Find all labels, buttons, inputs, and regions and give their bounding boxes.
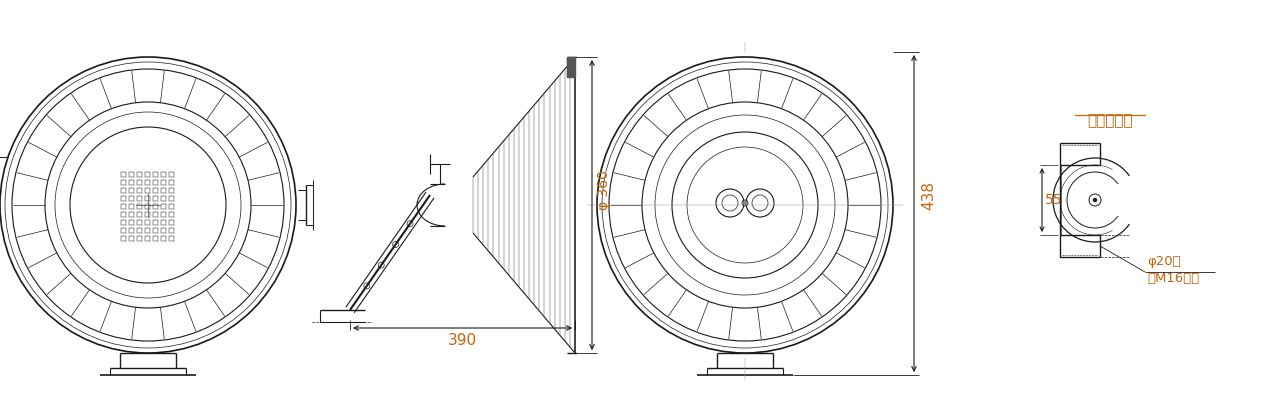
Bar [128, 228, 133, 232]
Bar [128, 220, 133, 224]
Bar [160, 180, 165, 184]
Polygon shape [567, 57, 575, 77]
Bar [137, 236, 142, 240]
Bar [169, 180, 174, 184]
Bar [128, 212, 133, 216]
Bar [145, 196, 150, 200]
Bar [152, 228, 157, 232]
Bar [169, 212, 174, 216]
Bar [145, 220, 150, 224]
Bar [169, 188, 174, 192]
Bar [128, 172, 133, 176]
Bar [145, 172, 150, 176]
Bar [137, 196, 142, 200]
Bar [145, 204, 150, 208]
Text: 438: 438 [922, 180, 936, 210]
Bar [145, 236, 150, 240]
Bar [145, 228, 150, 232]
Bar [120, 236, 125, 240]
Bar [137, 180, 142, 184]
Bar [120, 212, 125, 216]
Bar [152, 220, 157, 224]
Bar [128, 196, 133, 200]
Bar [128, 180, 133, 184]
Bar [160, 228, 165, 232]
Bar [120, 228, 125, 232]
Circle shape [1093, 198, 1097, 202]
Bar [137, 188, 142, 192]
Bar [120, 204, 125, 208]
Bar [120, 220, 125, 224]
Bar [128, 188, 133, 192]
Bar [160, 220, 165, 224]
Bar [169, 228, 174, 232]
Bar [160, 236, 165, 240]
Bar [152, 212, 157, 216]
Bar [137, 212, 142, 216]
Bar [152, 236, 157, 240]
Bar [169, 236, 174, 240]
Bar [128, 236, 133, 240]
Text: φ 360: φ 360 [596, 170, 611, 210]
Bar [152, 172, 157, 176]
Text: 55: 55 [1044, 193, 1062, 207]
Bar [152, 204, 157, 208]
Bar [169, 204, 174, 208]
Bar [160, 172, 165, 176]
Bar [160, 196, 165, 200]
Bar [152, 180, 157, 184]
Bar [137, 204, 142, 208]
Text: 取付穴寸法: 取付穴寸法 [1087, 113, 1133, 128]
Bar [169, 196, 174, 200]
Bar [145, 180, 150, 184]
Bar [145, 212, 150, 216]
Bar [120, 196, 125, 200]
Text: 390: 390 [448, 333, 477, 348]
Bar [120, 188, 125, 192]
Bar [169, 172, 174, 176]
Bar [152, 196, 157, 200]
Bar [120, 172, 125, 176]
Bar [137, 220, 142, 224]
Bar [152, 188, 157, 192]
Bar [169, 220, 174, 224]
Text: φ20穴: φ20穴 [1147, 255, 1180, 268]
Bar [160, 212, 165, 216]
Bar [160, 188, 165, 192]
Bar [160, 204, 165, 208]
Text: （M16用）: （M16用） [1147, 272, 1199, 285]
Bar [137, 172, 142, 176]
Bar [128, 204, 133, 208]
Bar [145, 188, 150, 192]
Bar [120, 180, 125, 184]
Bar [137, 228, 142, 232]
